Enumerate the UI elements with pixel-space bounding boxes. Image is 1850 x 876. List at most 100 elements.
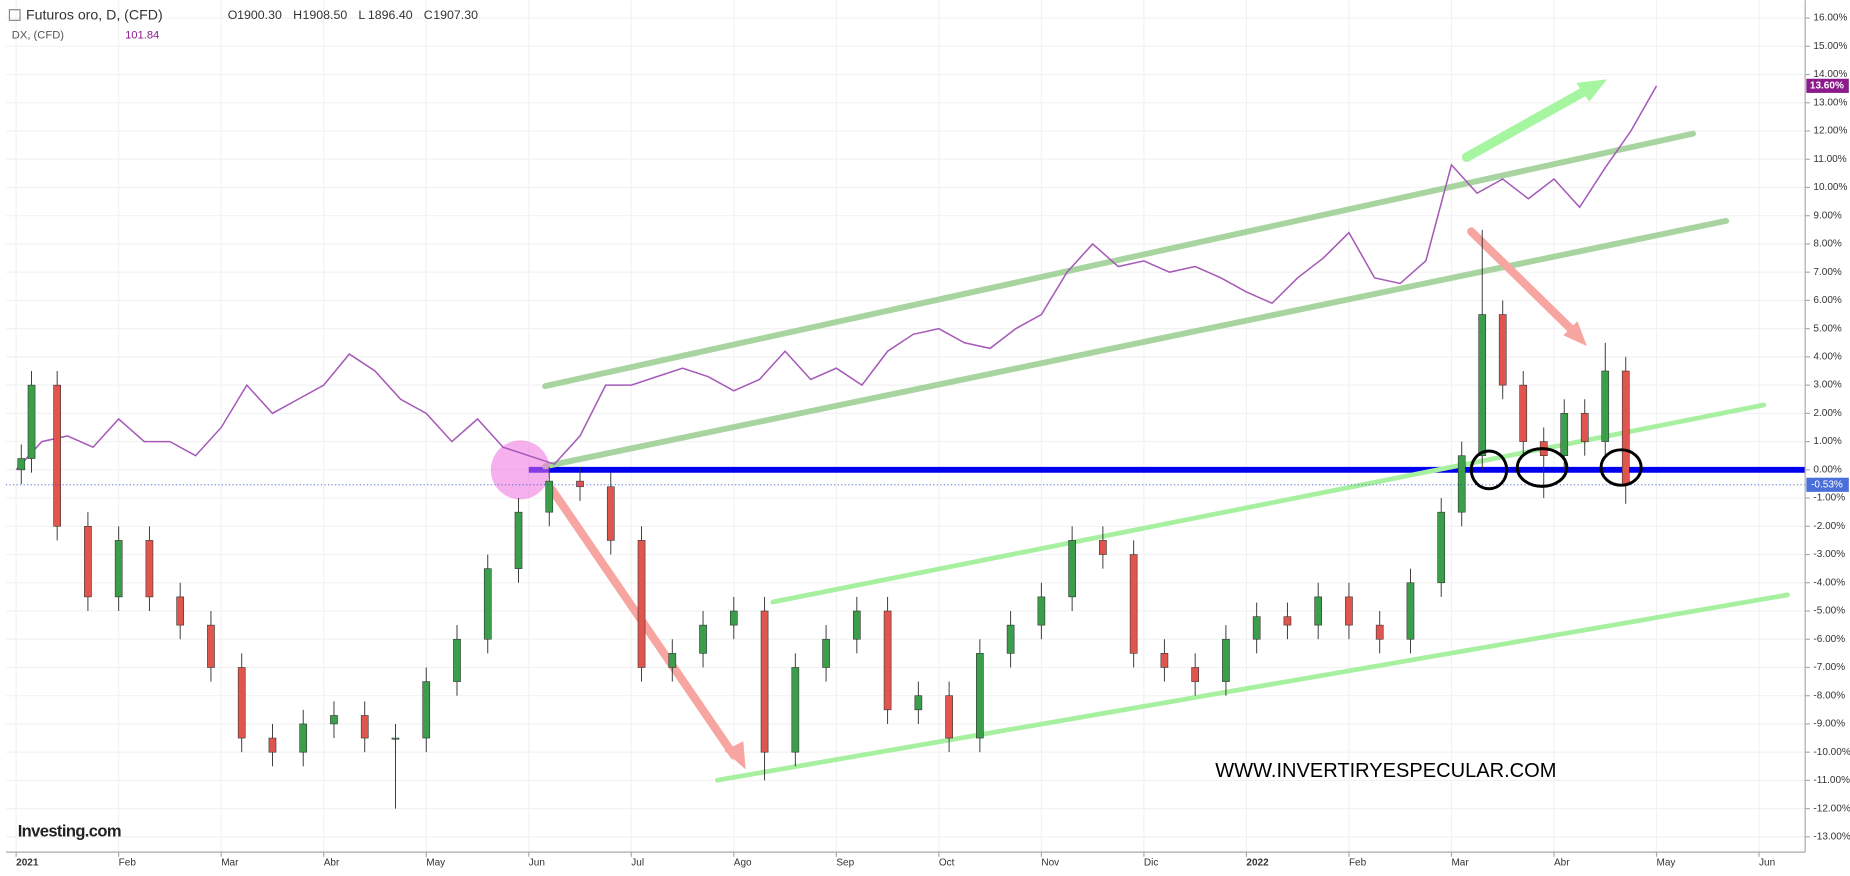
candle-body [1068,540,1076,598]
y-tick-label: 2.00% [1813,408,1841,419]
ohlc-value: 1908.50 [303,8,348,22]
overlay-value: 101.84 [125,30,159,42]
y-tick-label: -5.00% [1813,606,1845,617]
candle-body [53,384,61,527]
x-tick-label: May [1657,857,1676,868]
x-tick-label: Dic [1144,857,1158,868]
y-tick-label: 1.00% [1813,436,1841,447]
x-tick-label: Abr [324,857,340,868]
candle-body [606,486,615,541]
x-tick-label: Sep [836,857,854,868]
candle-body [1191,667,1199,682]
x-tick-label: Jul [631,857,644,868]
y-tick-label: 13.00% [1813,97,1847,108]
candle-body [1129,554,1138,654]
y-tick-label: 0.00% [1813,464,1841,475]
candle-body [1099,540,1107,555]
y-tick-label: -1.00% [1813,493,1845,504]
trend-line [542,217,1730,470]
x-tick-label: May [426,857,445,868]
collapse-icon[interactable] [8,9,21,21]
candle-body [453,638,461,682]
ohlc-value: 1900.30 [237,8,282,22]
ohlc-label: H [293,8,302,22]
y-tick-label: 5.00% [1813,323,1841,334]
ohlc-value: 1907.30 [433,8,478,22]
y-tick-label: -6.00% [1813,634,1845,645]
candle-body [637,540,646,668]
candle-body [268,737,277,753]
y-tick-label: -8.00% [1813,690,1845,701]
candle-body [760,610,769,753]
y-tick-label: 12.00% [1813,126,1847,137]
line-series [15,85,1658,471]
y-tick-label: -4.00% [1813,577,1845,588]
last-price-label: -0.53% [1811,479,1843,490]
x-tick-label: 2022 [1246,857,1269,868]
last-value-label: 13.60% [1810,80,1844,91]
y-tick-label: 9.00% [1813,210,1841,221]
y-tick-label: -11.00% [1813,775,1850,786]
trend-line [770,402,1767,605]
candle-body [1037,596,1046,626]
candle-body [1314,596,1323,626]
x-tick-label: Jun [1759,857,1775,868]
candle-body [883,610,892,711]
watermark: WWW.INVERTIRYESPECULAR.COM [1215,760,1556,782]
y-tick-label: 8.00% [1813,239,1841,250]
x-tick-label: 2021 [16,857,39,868]
candle-body [360,715,369,739]
y-tick-label: -7.00% [1813,662,1845,673]
candle-body [1621,370,1630,486]
y-tick-label: -10.00% [1813,747,1850,758]
ohlc-label: L [358,8,365,22]
y-tick-label: 14.00% [1813,69,1847,80]
candle-body [914,695,923,711]
y-tick-label: 16.00% [1813,13,1847,24]
candle-body [84,525,92,598]
candle-body [1283,616,1292,626]
arrow-head [1576,79,1607,102]
candle-body [1160,653,1169,668]
x-tick-label: Feb [119,857,137,868]
candle-body [1519,384,1528,442]
candle-body [17,458,26,471]
x-tick-label: Oct [939,857,955,868]
y-tick-label: 6.00% [1813,295,1841,306]
candle-body [1345,596,1353,626]
x-tick-label: Abr [1554,857,1570,868]
candle-body [791,667,800,753]
candle-body [822,638,830,668]
x-tick-label: Mar [1451,857,1469,868]
markers [1469,447,1643,491]
y-tick-label: -13.00% [1813,832,1850,843]
legend-title: Futuros oro, D, (CFD) [26,6,163,22]
candle-body [391,737,400,740]
y-tick-label: -2.00% [1813,521,1845,532]
y-tick-label: -9.00% [1813,719,1845,730]
candle-body [176,596,185,626]
y-tick-label: -3.00% [1813,549,1845,560]
candle-body [668,653,677,668]
plot-area [5,85,1806,809]
x-tick-label: Jun [529,857,545,868]
annotations [490,79,1790,783]
candle-body [27,384,36,459]
ohlc-label: C [424,8,433,22]
candle-body [699,624,707,654]
candle-body [576,480,584,488]
candle-body [1560,413,1569,457]
candle-body [1222,638,1230,682]
ellipse-marker [1469,449,1509,491]
axes: 16.00% 15.00% 14.00% 13.00% 12.00% 11.00% 10.0… [15,13,1850,868]
candle-body [483,568,492,640]
ellipse-marker [1515,447,1569,488]
candle-body [207,624,215,668]
arrow [1467,227,1580,338]
candle-body [1498,314,1507,386]
logo: Investing.com [18,822,121,840]
candle-body [729,610,738,626]
